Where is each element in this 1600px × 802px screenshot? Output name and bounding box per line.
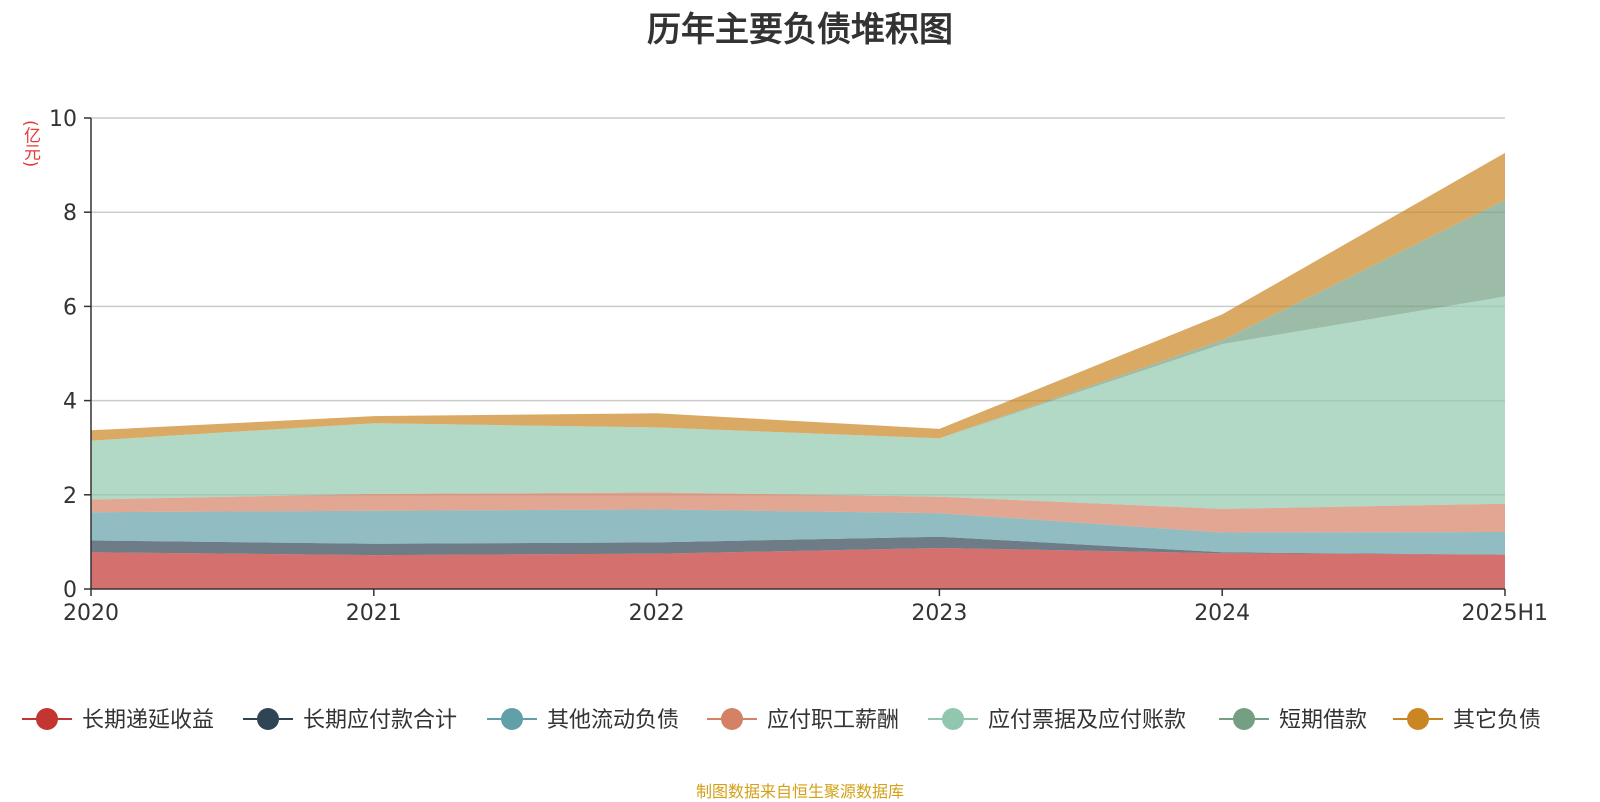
chart-title: 历年主要负债堆积图: [647, 10, 953, 50]
legend-item-1[interactable]: 长期应付款合计: [243, 708, 457, 733]
y-tick-label: 0: [63, 578, 77, 603]
legend-marker: [942, 708, 964, 730]
legend-marker: [1407, 708, 1429, 730]
legend-item-5[interactable]: 短期借款: [1219, 708, 1367, 733]
axes: 0 2 4 6 8 10 2020 2021 2022 2023 2024 2025H1: [49, 107, 1548, 626]
legend-item-2[interactable]: 其他流动负债: [487, 708, 679, 733]
legend: 长期递延收益 长期应付款合计 其他流动负债 应付职工薪酬 应付票据及应付账款 短期借款 其它…: [22, 708, 1541, 733]
legend-label: 应付职工薪酬: [767, 708, 899, 733]
legend-label: 长期递延收益: [82, 708, 214, 733]
area-series-2: [91, 509, 1505, 555]
legend-item-6[interactable]: 其它负债: [1393, 708, 1541, 733]
legend-item-4[interactable]: 应付票据及应付账款: [928, 708, 1186, 733]
legend-item-0[interactable]: 长期递延收益: [22, 708, 214, 733]
x-tick-label: 2022: [629, 601, 685, 626]
y-axis-unit-label: (亿元): [20, 120, 40, 168]
y-tick-label: 2: [63, 484, 77, 509]
legend-label: 短期借款: [1279, 708, 1367, 733]
legend-label: 应付票据及应付账款: [988, 708, 1186, 733]
x-tick-label: 2020: [63, 601, 119, 626]
legend-item-3[interactable]: 应付职工薪酬: [707, 708, 899, 733]
legend-label: 其他流动负债: [547, 708, 679, 733]
legend-marker: [721, 708, 743, 730]
y-tick-label: 4: [63, 390, 77, 415]
area-series-1: [91, 536, 1505, 556]
y-tick-label: 10: [49, 107, 77, 132]
data-source-note: 制图数据来自恒生聚源数据库: [695, 782, 904, 801]
x-tick-label: 2025H1: [1461, 601, 1548, 626]
y-tick-label: 6: [63, 295, 77, 320]
area-series-3: [91, 492, 1505, 533]
x-tick-label: 2023: [911, 601, 967, 626]
legend-marker: [1233, 708, 1255, 730]
legend-label: 长期应付款合计: [303, 708, 457, 733]
legend-label: 其它负债: [1453, 708, 1541, 733]
legend-marker: [257, 708, 279, 730]
y-tick-label: 8: [63, 201, 77, 226]
x-tick-label: 2021: [346, 601, 402, 626]
area-series: [91, 152, 1505, 589]
legend-marker: [501, 708, 523, 730]
legend-marker: [36, 708, 58, 730]
area-series-4: [91, 296, 1505, 509]
x-tick-label: 2024: [1194, 601, 1250, 626]
area-series-0: [91, 548, 1505, 589]
